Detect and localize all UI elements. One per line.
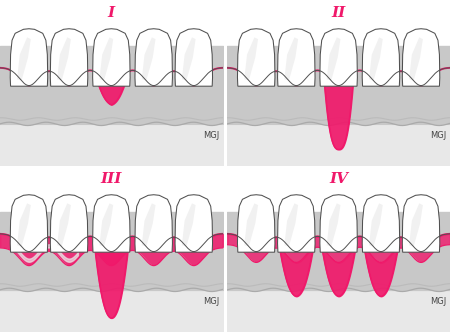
Text: MGJ: MGJ [430,131,447,140]
Polygon shape [278,29,315,86]
Polygon shape [99,204,113,246]
Polygon shape [175,195,212,252]
Polygon shape [244,204,258,246]
Polygon shape [402,29,440,86]
Polygon shape [327,204,341,246]
Text: III: III [101,172,122,186]
Polygon shape [284,204,298,246]
Polygon shape [362,29,400,86]
Polygon shape [320,195,357,252]
Polygon shape [182,204,196,246]
Text: MGJ: MGJ [203,131,220,140]
Polygon shape [409,38,423,80]
Polygon shape [369,204,383,246]
Polygon shape [278,195,315,252]
Polygon shape [409,204,423,246]
Polygon shape [135,195,172,252]
Polygon shape [50,195,88,252]
Polygon shape [10,29,48,86]
Polygon shape [99,38,113,80]
Polygon shape [182,38,196,80]
Polygon shape [135,29,172,86]
Text: II: II [332,6,346,20]
Polygon shape [57,38,71,80]
Polygon shape [93,29,130,86]
Polygon shape [142,38,156,80]
Polygon shape [362,195,400,252]
Polygon shape [284,38,298,80]
Polygon shape [238,29,275,86]
Polygon shape [142,204,156,246]
Polygon shape [50,29,88,86]
Polygon shape [93,195,130,252]
Polygon shape [10,195,48,252]
Polygon shape [320,29,357,86]
Polygon shape [369,38,383,80]
Text: MGJ: MGJ [203,297,220,306]
Polygon shape [175,29,212,86]
Text: MGJ: MGJ [430,297,447,306]
Polygon shape [244,38,258,80]
Polygon shape [17,204,31,246]
Polygon shape [327,38,341,80]
Polygon shape [17,38,31,80]
Polygon shape [238,195,275,252]
Text: IV: IV [329,172,348,186]
Polygon shape [402,195,440,252]
Text: I: I [108,6,115,20]
Polygon shape [57,204,71,246]
